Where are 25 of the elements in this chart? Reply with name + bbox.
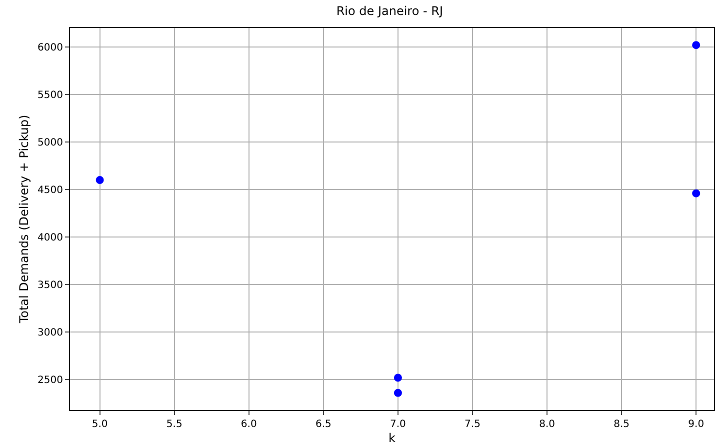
x-tick-label: 8.0 (539, 419, 555, 430)
y-tick-label: 2500 (38, 375, 63, 386)
point (96, 176, 104, 184)
point (394, 388, 402, 397)
x-tick-label: 6.0 (240, 419, 257, 430)
y-tick-label: 5000 (38, 138, 63, 149)
y-axis-title: Total Demands (Delivery + Pickup) (16, 114, 31, 324)
point (692, 41, 700, 50)
y-tick-label: 4000 (38, 232, 63, 244)
point (692, 189, 700, 198)
chart-title: Rio de Janeiro - RJ (336, 4, 444, 18)
x-tick-label: 7.5 (464, 419, 480, 430)
y-tick-label: 5500 (38, 90, 63, 102)
x-tick-label: 8.5 (614, 419, 630, 430)
y-tick-label: 3000 (38, 328, 63, 339)
x-tick-label: 5.0 (92, 419, 108, 430)
x-tick-label: 6.5 (315, 419, 332, 430)
y-tick-label: 6000 (38, 42, 63, 54)
x-tick-label: 9.0 (688, 419, 704, 430)
y-tick-label: 3500 (38, 280, 63, 292)
x-tick-label: 5.5 (166, 419, 182, 430)
x-axis-title: k (388, 430, 396, 445)
point (394, 374, 402, 382)
y-tick-label: 4500 (38, 185, 63, 196)
x-tick-label: 7.0 (390, 419, 406, 430)
